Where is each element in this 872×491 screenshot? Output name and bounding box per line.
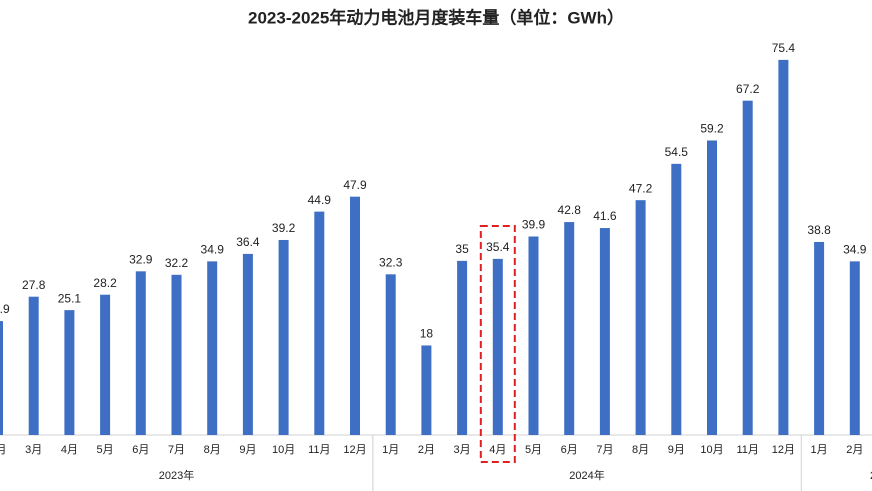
x-tick-label: 4月 <box>489 444 506 456</box>
bar <box>635 200 646 435</box>
x-tick-label: 5月 <box>525 444 542 456</box>
value-label: 32.2 <box>165 256 189 270</box>
bar <box>671 163 682 436</box>
bar <box>171 274 182 435</box>
x-tick-label: 2月 <box>0 444 7 456</box>
x-tick-label: 1月 <box>382 444 399 456</box>
value-label: 28.2 <box>93 276 117 290</box>
value-label: 54.5 <box>665 145 689 159</box>
bar <box>421 345 432 435</box>
value-label: 38.8 <box>807 223 831 237</box>
value-label: 67.2 <box>736 82 760 96</box>
bar <box>707 140 717 436</box>
x-tick-label: 1月 <box>811 444 828 456</box>
value-label: 34.9 <box>201 243 225 257</box>
bar <box>278 239 289 435</box>
bar <box>135 271 146 435</box>
bar <box>849 261 860 435</box>
bar <box>778 59 789 435</box>
x-tick-label: 12月 <box>343 444 366 456</box>
value-label: 75.4 <box>772 41 796 55</box>
group-label: 2024年 <box>569 468 604 482</box>
x-tick-label: 11月 <box>308 444 330 456</box>
bar <box>350 196 360 435</box>
value-label: 34.9 <box>843 243 867 257</box>
value-label: 39.2 <box>272 221 296 235</box>
bar <box>64 310 75 435</box>
x-tick-label: 6月 <box>132 444 149 456</box>
x-tick-label: 4月 <box>61 444 78 456</box>
x-tick-label: 8月 <box>632 444 649 456</box>
bar <box>564 222 575 435</box>
x-tick-label: 10月 <box>700 444 723 456</box>
value-label: 35.4 <box>486 240 510 254</box>
value-label: 32.9 <box>129 252 153 266</box>
bar <box>814 241 825 435</box>
value-label: 32.3 <box>379 255 403 269</box>
value-label: 36.4 <box>236 235 260 249</box>
x-tick-label: 3月 <box>454 444 471 456</box>
bar <box>492 258 503 435</box>
value-label: 44.9 <box>308 193 332 207</box>
bar <box>28 296 39 435</box>
x-tick-label: 2月 <box>846 444 863 456</box>
x-tick-label: 9月 <box>668 444 685 456</box>
group-label: 2025年 <box>870 468 872 482</box>
x-tick-label: 6月 <box>561 444 578 456</box>
chart-title: 2023-2025年动力电池月度装车量（单位：GWh） <box>248 7 624 27</box>
x-tick-label: 7月 <box>596 444 613 456</box>
value-label: 35 <box>455 242 469 256</box>
bar <box>742 100 753 436</box>
group-label: 2023年 <box>159 468 194 482</box>
x-tick-label: 2月 <box>418 444 435 456</box>
value-label: 39.9 <box>522 218 546 232</box>
bar <box>457 260 468 435</box>
value-label: 59.2 <box>700 122 724 136</box>
bar <box>242 253 253 435</box>
value-label: 18 <box>420 327 434 341</box>
value-label: 41.6 <box>593 209 617 223</box>
value-label: 22.9 <box>0 302 10 316</box>
bar <box>385 274 396 435</box>
x-tick-label: 5月 <box>97 444 114 456</box>
x-tick-label: 7月 <box>168 444 185 456</box>
x-tick-label: 10月 <box>272 444 295 456</box>
value-label: 25.1 <box>58 291 82 305</box>
bar <box>528 236 539 435</box>
value-label: 47.9 <box>343 178 367 192</box>
bar <box>0 321 3 435</box>
x-tick-label: 3月 <box>25 444 42 456</box>
value-label: 42.8 <box>558 203 582 217</box>
x-tick-label: 8月 <box>204 444 221 456</box>
value-label: 27.8 <box>22 278 46 292</box>
x-tick-label: 11月 <box>736 444 758 456</box>
value-label: 47.2 <box>629 181 653 195</box>
x-tick-label: 9月 <box>239 444 256 456</box>
bar <box>207 261 218 435</box>
bar <box>100 294 111 435</box>
highlight-box <box>479 225 516 463</box>
x-tick-label: 12月 <box>772 444 795 456</box>
bar <box>599 228 610 435</box>
bar <box>314 211 325 435</box>
